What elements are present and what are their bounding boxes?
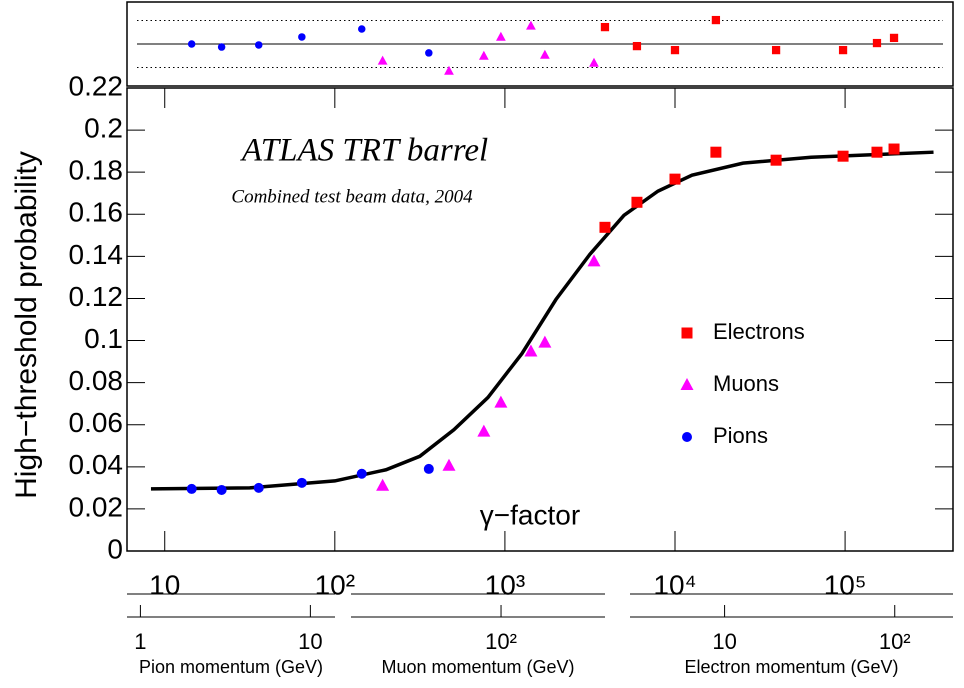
y-tick-label: 0.02 [69, 491, 124, 522]
legend-marker [682, 432, 692, 442]
marker [540, 49, 550, 59]
marker [425, 49, 433, 57]
marker [538, 335, 552, 348]
x-tick-label: 10² [315, 569, 355, 600]
marker [524, 344, 538, 357]
y-tick-label: 0 [107, 533, 123, 564]
marker [216, 484, 227, 495]
x-tick-label: 10³ [485, 569, 525, 600]
marker [376, 478, 390, 491]
marker [632, 41, 642, 51]
marker [589, 57, 599, 67]
x-tick-label: 10² [879, 629, 911, 654]
chart-title: ATLAS TRT barrel [240, 133, 488, 169]
marker [600, 22, 610, 32]
marker [356, 468, 367, 479]
marker [670, 45, 680, 55]
marker [254, 41, 263, 49]
y-tick-label: 0.08 [69, 365, 124, 396]
x-axis-title: γ−factor [480, 499, 580, 530]
legend-marker [681, 327, 693, 339]
x-tick-label: 1 [134, 629, 146, 654]
axis-title: Pion momentum (GeV) [139, 657, 323, 677]
marker [838, 45, 848, 55]
marker [478, 50, 489, 60]
legend-label: Pions [713, 423, 768, 448]
marker [494, 395, 508, 408]
y-tick-label: 0.16 [69, 197, 124, 228]
marker [496, 31, 506, 41]
y-axis-title: High−threshold probability [10, 151, 43, 499]
x-tick-label: 10 [149, 569, 180, 600]
marker [888, 143, 900, 155]
marker [631, 196, 643, 208]
marker [253, 482, 264, 493]
marker [526, 20, 536, 30]
marker [710, 146, 722, 158]
axis-title: Muon momentum (GeV) [381, 657, 574, 677]
legend-marker [680, 378, 694, 390]
marker [442, 458, 456, 471]
y-tick-label: 0.2 [84, 112, 123, 143]
x-tick-label: 10⁵ [824, 569, 867, 600]
x-tick-label: 10 [298, 629, 322, 654]
y-tick-label: 0.18 [69, 155, 124, 186]
axis-title: Electron momentum (GeV) [684, 657, 898, 677]
y-tick-label: 0.12 [69, 281, 124, 312]
marker [871, 146, 883, 158]
marker [358, 25, 366, 33]
marker [477, 424, 491, 437]
marker [771, 45, 781, 55]
y-tick-label: 0.1 [84, 323, 123, 354]
marker [587, 254, 601, 267]
y-tick-label: 0.06 [69, 407, 124, 438]
marker [669, 173, 681, 185]
marker [187, 40, 196, 48]
marker [837, 150, 849, 162]
chart-subtitle: Combined test beam data, 2004 [231, 186, 473, 207]
y-tick-label: 0.14 [69, 239, 124, 270]
marker [889, 33, 899, 43]
marker [872, 38, 882, 48]
marker [186, 483, 197, 494]
marker [377, 55, 388, 65]
legend-label: Muons [713, 371, 779, 396]
marker [711, 15, 721, 25]
marker [423, 463, 434, 474]
x-tick-label: 10² [485, 629, 517, 654]
marker [444, 65, 454, 75]
y-tick-label: 0.04 [69, 449, 124, 480]
y-tick-label: 0.22 [69, 70, 124, 101]
marker [298, 33, 306, 41]
x-tick-label: 10 [712, 629, 736, 654]
plot-frame [126, 87, 954, 552]
marker [217, 43, 226, 51]
marker [599, 221, 611, 233]
marker [770, 154, 782, 166]
x-tick-label: 10⁴ [653, 569, 696, 600]
residual-frame [126, 1, 954, 87]
legend-label: Electrons [713, 319, 805, 344]
marker [296, 477, 307, 488]
